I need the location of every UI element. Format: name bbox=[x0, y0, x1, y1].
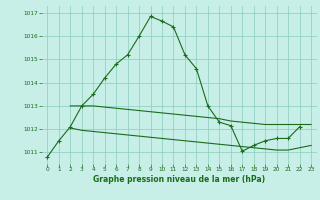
X-axis label: Graphe pression niveau de la mer (hPa): Graphe pression niveau de la mer (hPa) bbox=[93, 175, 265, 184]
